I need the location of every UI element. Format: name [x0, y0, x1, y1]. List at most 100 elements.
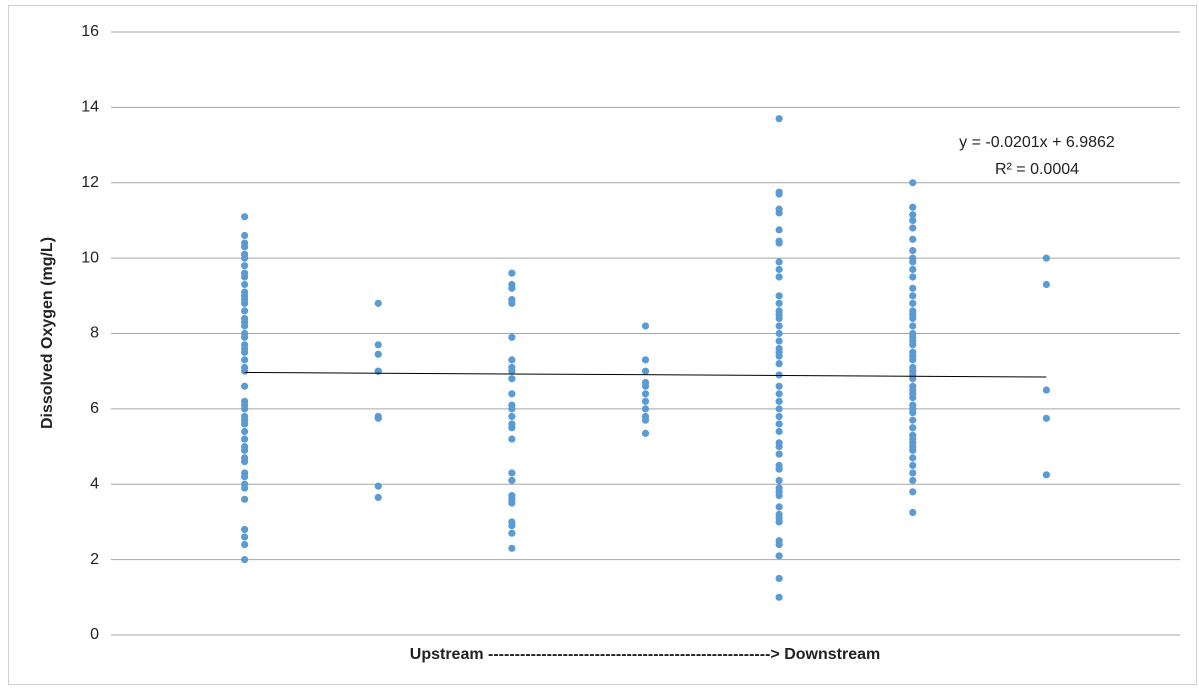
- data-point: [241, 484, 249, 492]
- data-point: [241, 348, 249, 356]
- data-point: [909, 292, 917, 300]
- data-point: [909, 284, 917, 292]
- data-point: [241, 556, 249, 564]
- data-point: [641, 405, 650, 413]
- data-point: [909, 341, 917, 349]
- data-point: [775, 518, 783, 526]
- data-point: [909, 322, 917, 330]
- data-point: [241, 307, 249, 315]
- data-point: [508, 424, 516, 432]
- data-point: [775, 412, 783, 421]
- data-point: [775, 593, 783, 601]
- data-point: [641, 429, 650, 437]
- data-point: [909, 454, 917, 462]
- data-point: [241, 299, 249, 307]
- y-tick-label: 0: [90, 626, 99, 643]
- data-point: [909, 393, 917, 402]
- data-point: [775, 299, 783, 307]
- data-point: [909, 424, 917, 432]
- data-point: [508, 476, 516, 485]
- data-point: [241, 322, 249, 330]
- data-point: [909, 416, 917, 424]
- data-point: [374, 299, 382, 307]
- trendline-r-squared: R² = 0.0004: [995, 161, 1079, 178]
- y-axis-label: Dissolved Oxygen (mg/L): [39, 237, 56, 429]
- data-point: [508, 269, 516, 277]
- data-point: [241, 262, 249, 270]
- data-point: [909, 356, 917, 364]
- data-point: [241, 254, 249, 262]
- data-point: [775, 190, 783, 198]
- data-point: [241, 525, 249, 534]
- data-point: [641, 322, 650, 330]
- data-point: [374, 350, 382, 358]
- data-point: [909, 461, 917, 470]
- data-point: [241, 213, 249, 221]
- data-point: [508, 367, 516, 375]
- data-point: [241, 356, 249, 364]
- data-point: [241, 405, 249, 413]
- data-point: [1042, 280, 1050, 289]
- trendline-equation: y = -0.0201x + 6.9862: [959, 134, 1115, 151]
- data-point: [508, 299, 516, 307]
- data-point: [775, 322, 783, 330]
- y-tick-label: 16: [81, 23, 99, 40]
- data-point: [775, 382, 783, 390]
- data-point: [508, 435, 516, 443]
- data-point: [775, 115, 783, 123]
- data-point: [508, 544, 516, 552]
- data-point: [775, 491, 783, 500]
- data-point: [241, 333, 249, 341]
- data-point: [909, 203, 917, 211]
- y-tick-label: 6: [90, 400, 99, 417]
- data-point: [775, 352, 783, 360]
- data-point: [241, 243, 249, 251]
- data-point: [909, 508, 917, 517]
- data-point: [241, 382, 249, 390]
- data-point: [775, 292, 783, 300]
- trendline: [244, 371, 1047, 378]
- data-point: [909, 179, 917, 187]
- data-point: [775, 329, 783, 338]
- data-point: [775, 540, 783, 549]
- data-point: [374, 341, 382, 349]
- data-point: [775, 503, 783, 511]
- data-point: [1042, 254, 1050, 262]
- data-point: [241, 435, 249, 443]
- data-point: [909, 469, 917, 477]
- data-point: [241, 473, 249, 481]
- data-point: [241, 495, 249, 503]
- data-point: [775, 450, 783, 458]
- data-point: [775, 390, 783, 398]
- data-point: [775, 273, 783, 281]
- data-point: [775, 442, 783, 451]
- data-point: [909, 488, 917, 496]
- data-point: [641, 397, 650, 405]
- data-point: [241, 273, 249, 281]
- data-point: [775, 258, 783, 266]
- data-point: [241, 458, 249, 466]
- y-tick-label: 14: [81, 99, 99, 116]
- y-tick-label: 2: [90, 551, 99, 568]
- data-point: [775, 552, 783, 560]
- data-point: [775, 360, 783, 368]
- data-point: [241, 427, 249, 436]
- data-point: [909, 246, 917, 255]
- data-point: [508, 333, 516, 341]
- data-point: [909, 258, 917, 266]
- data-point: [641, 367, 650, 375]
- data-point: [909, 211, 917, 219]
- data-point: [641, 356, 650, 364]
- data-point: [1042, 414, 1050, 422]
- data-point: [775, 574, 783, 583]
- data-point: [909, 375, 917, 383]
- data-point: [374, 414, 382, 422]
- data-point: [1042, 386, 1050, 394]
- data-point: [241, 280, 249, 289]
- data-point: [775, 405, 783, 413]
- data-point: [909, 446, 917, 454]
- data-point: [508, 499, 516, 507]
- data-point: [241, 446, 249, 454]
- data-point: [241, 540, 249, 549]
